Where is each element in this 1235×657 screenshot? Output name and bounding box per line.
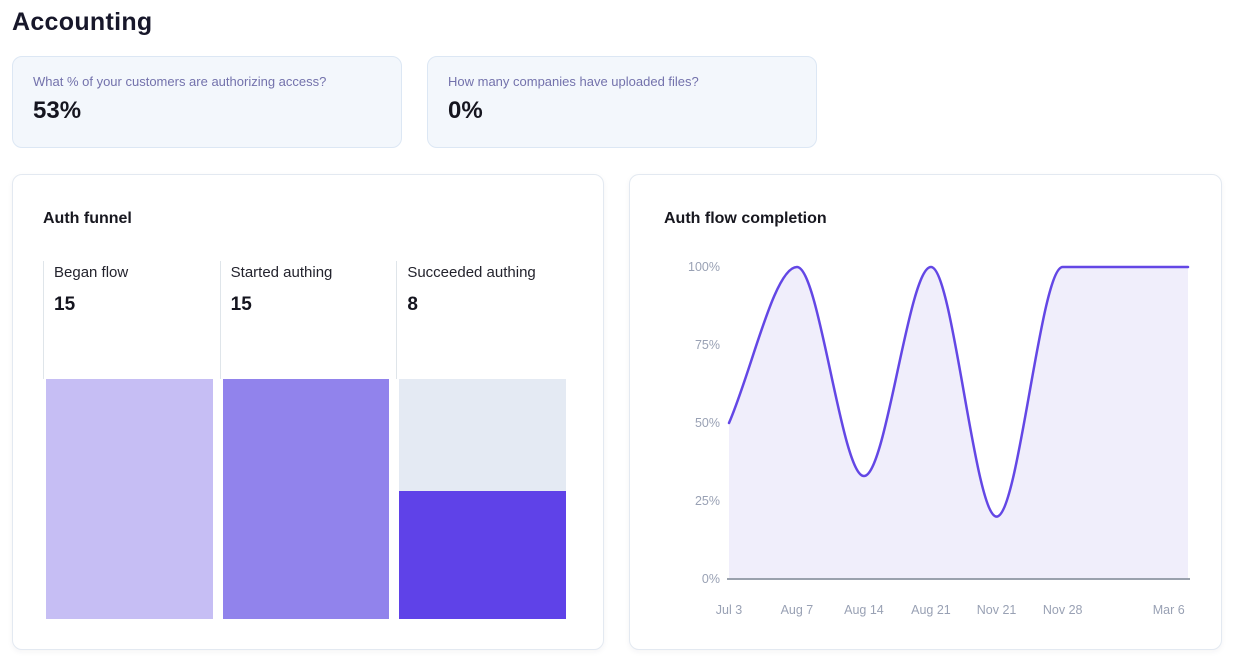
funnel-bar-area (222, 379, 390, 619)
auth-funnel-card: Auth funnel Began flow 15 Started authin… (12, 174, 604, 650)
svg-text:50%: 50% (695, 416, 720, 430)
svg-text:Aug 14: Aug 14 (844, 603, 884, 617)
auth-funnel-title: Auth funnel (43, 210, 132, 227)
auth-flow-completion-chart: 100% 75% 50% 25% 0% Jul 3 Aug 7 Aug 14 Aug 21 Nov… (668, 254, 1221, 622)
svg-text:Nov 21: Nov 21 (977, 603, 1017, 617)
auth-funnel-chart: Began flow 15 Started authing 15 (43, 261, 573, 619)
funnel-step-value: 8 (407, 294, 418, 315)
stat-card-authorizing-access: What % of your customers are authorizing… (12, 56, 402, 148)
stat-question: What % of your customers are authorizing… (33, 74, 327, 89)
funnel-step-started-authing: Started authing 15 (219, 261, 397, 619)
funnel-step-label: Succeeded authing (407, 264, 536, 281)
stats-row: What % of your customers are authorizing… (12, 56, 1223, 148)
funnel-bar (46, 379, 213, 619)
svg-text:Nov 28: Nov 28 (1043, 603, 1083, 617)
svg-text:Jul 3: Jul 3 (716, 603, 742, 617)
svg-text:0%: 0% (702, 572, 720, 586)
svg-text:Aug 7: Aug 7 (781, 603, 814, 617)
svg-text:100%: 100% (688, 260, 720, 274)
page-title: Accounting (12, 8, 153, 36)
svg-text:Aug 21: Aug 21 (911, 603, 951, 617)
funnel-bar-area (46, 379, 213, 619)
svg-text:25%: 25% (695, 494, 720, 508)
funnel-step-label: Began flow (54, 264, 129, 281)
stat-question: How many companies have uploaded files? (448, 74, 699, 89)
funnel-step-began-flow: Began flow 15 (43, 261, 220, 619)
funnel-bar-track (399, 379, 566, 491)
funnel-step-succeeded-authing: Succeeded authing 8 (396, 261, 573, 619)
funnel-bar-area (399, 379, 566, 619)
stat-value: 53% (33, 97, 82, 124)
charts-row: Auth funnel Began flow 15 Started authin… (12, 174, 1223, 650)
stat-value: 0% (448, 97, 483, 124)
auth-flow-completion-title: Auth flow completion (664, 210, 827, 227)
funnel-step-value: 15 (54, 294, 76, 315)
funnel-bar (222, 379, 390, 619)
funnel-step-header: Started authing 15 (219, 261, 397, 379)
svg-text:Mar 6: Mar 6 (1153, 603, 1185, 617)
svg-text:75%: 75% (695, 338, 720, 352)
area-chart-svg: 100% 75% 50% 25% 0% Jul 3 Aug 7 Aug 14 Aug 21 Nov… (688, 260, 1190, 617)
funnel-step-header: Succeeded authing 8 (396, 261, 573, 379)
auth-flow-completion-card: Auth flow completion 100% 75% 50% 25% 0% Jul … (629, 174, 1222, 650)
funnel-step-value: 15 (230, 294, 252, 315)
funnel-step-header: Began flow 15 (43, 261, 220, 379)
stat-card-uploaded-files: How many companies have uploaded files? … (427, 56, 817, 148)
funnel-bar (399, 491, 566, 619)
funnel-step-label: Started authing (230, 264, 333, 281)
